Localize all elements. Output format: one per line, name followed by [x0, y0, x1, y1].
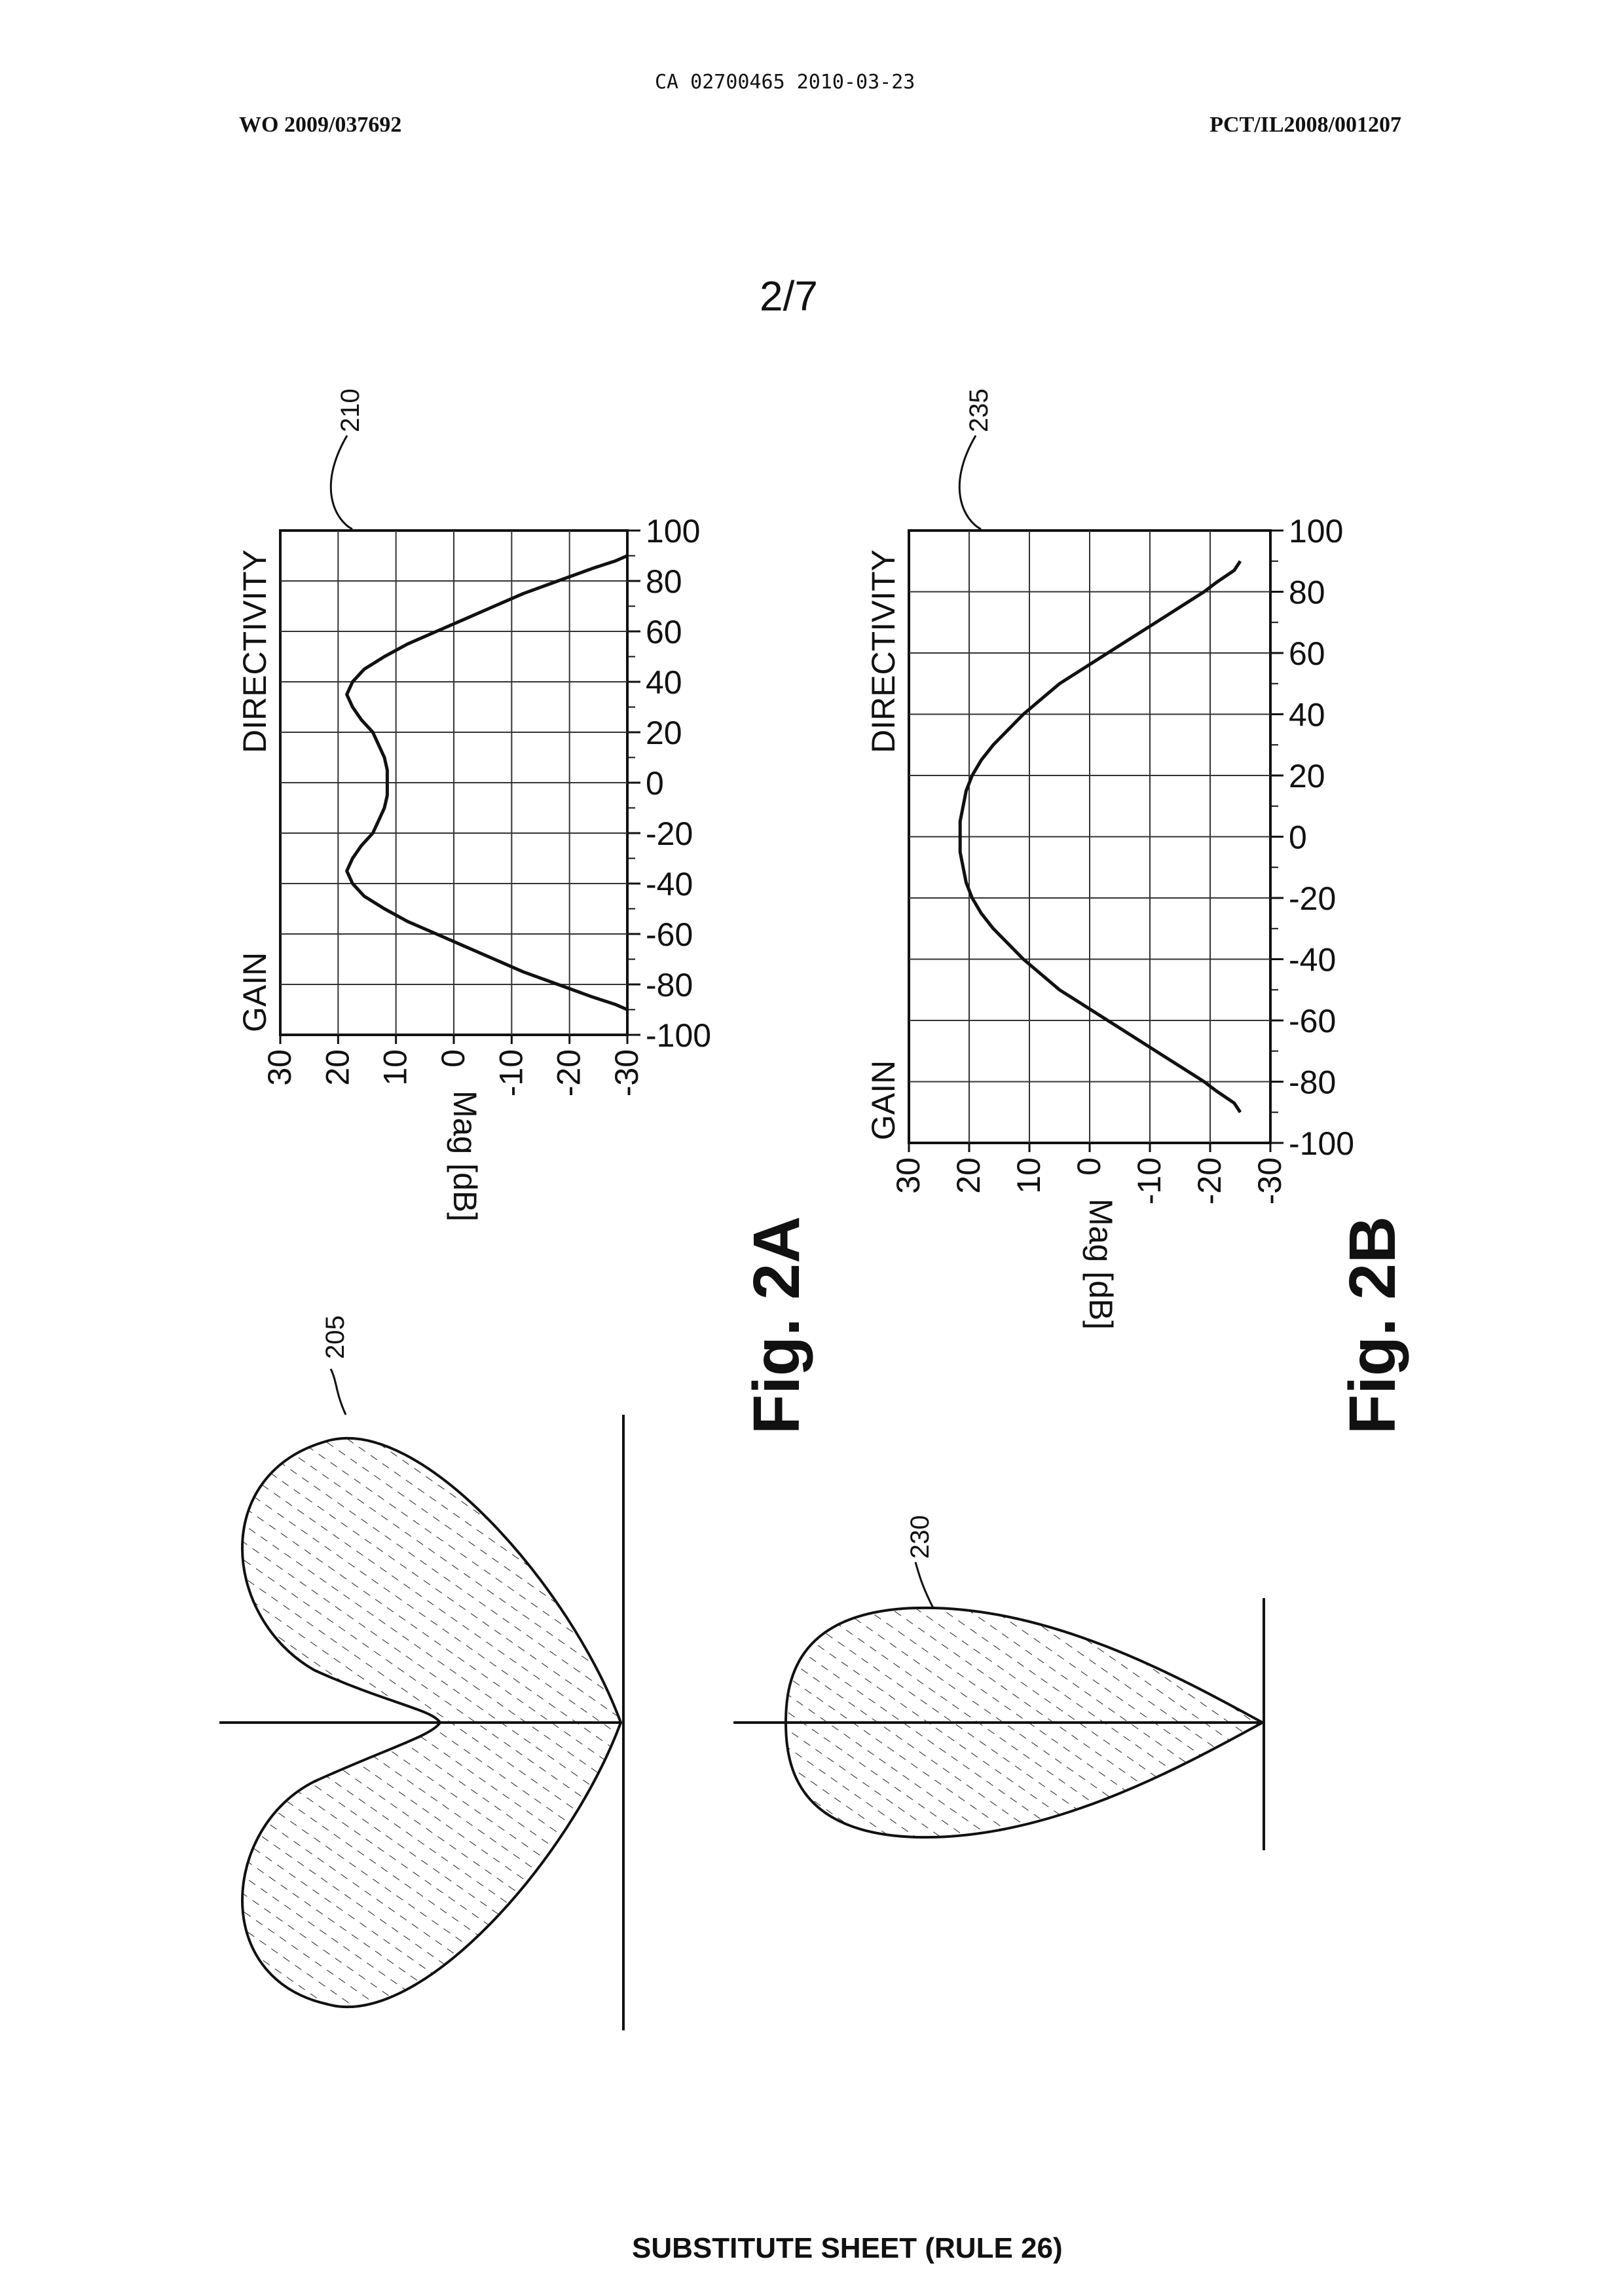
x-tick-label: -80: [646, 967, 693, 1003]
y-tick-label: 10: [1010, 1157, 1047, 1194]
x-tick-label: -40: [646, 866, 693, 903]
y-tick-label: -30: [608, 1049, 645, 1096]
ref-230-leader: [915, 1562, 933, 1608]
y-tick-label: 20: [950, 1157, 987, 1194]
fig-2a-radiation-pattern: 205: [219, 1315, 623, 2030]
x-tick-label: 20: [1289, 758, 1325, 794]
y-tick-label: 0: [435, 1049, 471, 1068]
x-tick-label: -20: [646, 815, 693, 852]
x-tick-label: -20: [1289, 880, 1336, 917]
directivity-label: DIRECTIVITY: [865, 550, 902, 753]
x-tick-label: 60: [1289, 635, 1325, 672]
ref-205-label: 205: [321, 1315, 350, 1359]
x-tick-label: -60: [646, 916, 693, 953]
x-tick-label: -100: [646, 1017, 711, 1054]
y-tick-label: -20: [551, 1049, 587, 1096]
x-tick-label: 80: [646, 563, 682, 600]
chart-ref-label: 235: [965, 388, 993, 432]
gain-label: GAIN: [236, 952, 273, 1032]
directivity-label: DIRECTIVITY: [236, 550, 273, 753]
fig-2a-chart: -100-80-60-40-200204060801003020100-10-2…: [236, 388, 711, 1222]
x-tick-label: 20: [646, 715, 682, 751]
x-tick-label: 40: [646, 664, 682, 701]
x-tick-label: 0: [1289, 819, 1307, 856]
x-tick-label: 100: [1289, 513, 1343, 550]
x-tick-label: 60: [646, 614, 682, 650]
y-tick-label: 30: [261, 1049, 298, 1086]
y-tick-label: -10: [1131, 1157, 1168, 1204]
chart-ref-label: 210: [336, 388, 365, 432]
sheet-footer: SUBSTITUTE SHEET (RULE 26): [632, 2232, 1063, 2265]
y-tick-label: -30: [1251, 1157, 1288, 1204]
x-tick-label: -80: [1289, 1064, 1336, 1101]
y-tick-label: 30: [890, 1157, 927, 1194]
x-tick-label: 0: [646, 765, 664, 802]
gain-label: GAIN: [865, 1060, 902, 1140]
x-tick-label: -40: [1289, 942, 1336, 979]
y-tick-label: 20: [319, 1049, 356, 1086]
y-tick-label: 0: [1071, 1157, 1107, 1176]
x-tick-label: 100: [646, 513, 700, 550]
fig-2b-chart: -100-80-60-40-200204060801003020100-10-2…: [865, 388, 1354, 1330]
y-tick-label: -20: [1191, 1157, 1228, 1204]
fig-2a-caption: Fig. 2A: [740, 1216, 813, 1434]
x-tick-label: 80: [1289, 574, 1325, 611]
x-tick-label: 40: [1289, 697, 1325, 734]
fig-2b-radiation-pattern: 230: [733, 1515, 1264, 1850]
fig-2b-caption: Fig. 2B: [1336, 1216, 1409, 1434]
chart-ref-leader: [331, 436, 352, 529]
x-tick-label: -100: [1289, 1125, 1354, 1162]
x-tick-label: -60: [1289, 1003, 1336, 1039]
ref-205-leader: [331, 1369, 346, 1415]
y-tick-label: -10: [492, 1049, 529, 1096]
y-axis-title: Mag [dB]: [447, 1091, 483, 1222]
ref-230-label: 230: [906, 1515, 934, 1559]
y-axis-title: Mag [dB]: [1082, 1199, 1119, 1330]
chart-ref-leader: [959, 436, 981, 529]
y-tick-label: 10: [377, 1049, 414, 1086]
